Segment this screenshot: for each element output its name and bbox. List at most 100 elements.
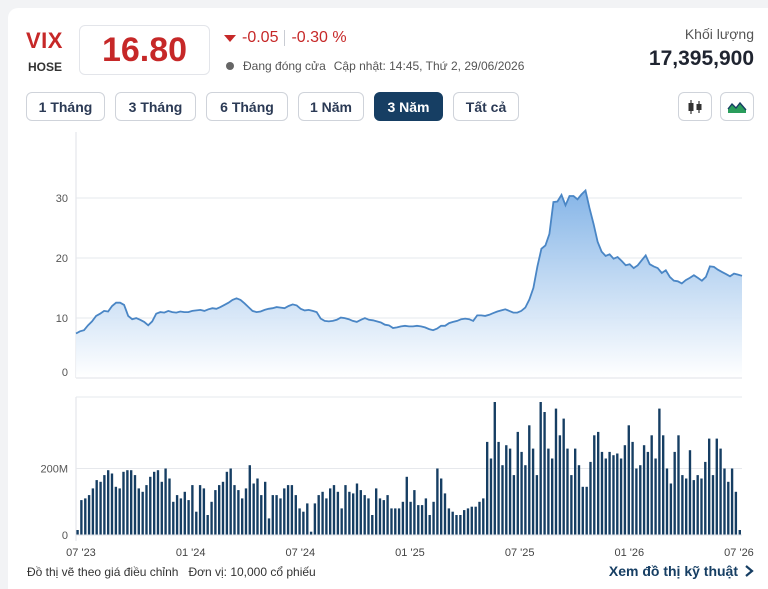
volume-bar (107, 470, 110, 535)
volume-bar (183, 491, 186, 535)
volume-bar (727, 481, 730, 535)
tab-label: 6 Tháng (220, 98, 274, 115)
volume-bar (229, 468, 232, 535)
volume-bar (574, 448, 577, 535)
volume-bar (290, 485, 294, 535)
tab-label: 1 Tháng (38, 98, 93, 115)
status-text: Đang đóng cửa (243, 59, 326, 73)
tab-3-months[interactable]: 3 Tháng (115, 92, 196, 121)
volume-bar (658, 408, 661, 535)
volume-bar (501, 465, 504, 535)
volume-bar (417, 505, 420, 535)
volume-bar (286, 485, 290, 535)
volume-bar (708, 438, 711, 535)
unit-note: Đơn vị: 10,000 cổ phiếu (188, 565, 316, 579)
volume-bar (153, 471, 156, 535)
volume-bar (597, 431, 600, 535)
volume-bar (730, 468, 734, 535)
tab-all[interactable]: Tất cả (453, 92, 519, 121)
volume-bar (600, 451, 604, 535)
x-tick-label: 01 '26 (615, 547, 645, 559)
candlestick-button[interactable] (678, 92, 712, 121)
volume-bar (459, 515, 462, 535)
volume-bar (489, 458, 493, 535)
volume-bar (447, 508, 451, 535)
volume-bar (344, 485, 347, 535)
tab-3-years[interactable]: 3 Năm (374, 92, 443, 121)
volume-bar (665, 468, 669, 535)
volume-bar (367, 498, 370, 535)
volume-bar (443, 493, 447, 535)
volume-bar (577, 465, 581, 535)
volume-bar (589, 461, 592, 535)
technical-chart-link-label: Xem đồ thị kỹ thuật (608, 563, 738, 579)
tab-6-months[interactable]: 6 Tháng (206, 92, 288, 121)
volume-bar (179, 498, 183, 535)
volume-bar (642, 445, 646, 535)
volume-bar (612, 455, 615, 535)
tab-1-year[interactable]: 1 Năm (298, 92, 364, 121)
volume-bar (164, 468, 167, 535)
volume-bar (593, 435, 596, 536)
volume-bar (260, 495, 263, 535)
volume-bar (715, 438, 718, 535)
volume-bar (336, 491, 340, 535)
volume-bar (486, 441, 489, 535)
volume-bar (623, 445, 627, 535)
volume-bar (524, 465, 527, 535)
volume-bar (669, 483, 673, 535)
volume-bar (635, 468, 638, 535)
volume-bar (631, 441, 634, 535)
volume-bar (332, 485, 336, 535)
volume-bar (723, 468, 726, 535)
volume-bar (478, 501, 481, 536)
volume-bar (241, 498, 244, 535)
volume-bar (329, 488, 332, 535)
volume-bar (313, 503, 317, 535)
price-tick-label: 10 (56, 313, 68, 325)
chart-type-buttons (678, 92, 754, 121)
volume-bar (685, 478, 688, 535)
volume-bar (110, 473, 114, 535)
volume-bar (302, 511, 305, 535)
volume-bar (244, 488, 248, 535)
volume-bar (413, 490, 416, 535)
tab-1-month[interactable]: 1 Tháng (26, 92, 105, 121)
triangle-down-icon (224, 34, 236, 42)
volume-bar (397, 508, 401, 535)
volume-bar (103, 475, 106, 535)
volume-bar (145, 485, 148, 535)
volume-bar (619, 458, 623, 535)
volume-bar (428, 515, 431, 535)
volume-bar (692, 480, 695, 535)
price-tick-label: 0 (62, 367, 68, 379)
volume-bar (405, 476, 408, 535)
volume-label: Khối lượng (684, 26, 754, 42)
price-tick-label: 20 (56, 253, 68, 265)
volume-bar (99, 481, 102, 535)
market-status: Đang đóng cửa Cập nhật: 14:45, Thứ 2, 29… (226, 59, 524, 73)
volume-bar (424, 498, 428, 535)
volume-bar (673, 451, 676, 535)
volume-bar (175, 495, 179, 535)
volume-bar (214, 490, 217, 535)
volume-bar (375, 488, 378, 535)
area-chart-button[interactable] (720, 92, 754, 121)
volume-bar (562, 418, 565, 535)
volume-bar (325, 498, 328, 535)
volume-bar (505, 445, 508, 535)
x-tick-label: 01 '25 (395, 547, 425, 559)
volume-bar (734, 491, 738, 535)
volume-bar (317, 495, 320, 535)
volume-bar (677, 435, 680, 536)
volume-bar (237, 490, 240, 535)
volume-bar (172, 501, 175, 536)
range-tabs: 1 Tháng 3 Tháng 6 Tháng 1 Năm 3 Năm Tất … (26, 92, 519, 121)
volume-bar (156, 470, 160, 535)
volume-bar (271, 495, 274, 535)
volume-bar (604, 458, 607, 535)
volume-bar (252, 483, 255, 535)
change-value: -0.05 (242, 29, 279, 46)
technical-chart-link[interactable]: Xem đồ thị kỹ thuật (609, 563, 754, 579)
